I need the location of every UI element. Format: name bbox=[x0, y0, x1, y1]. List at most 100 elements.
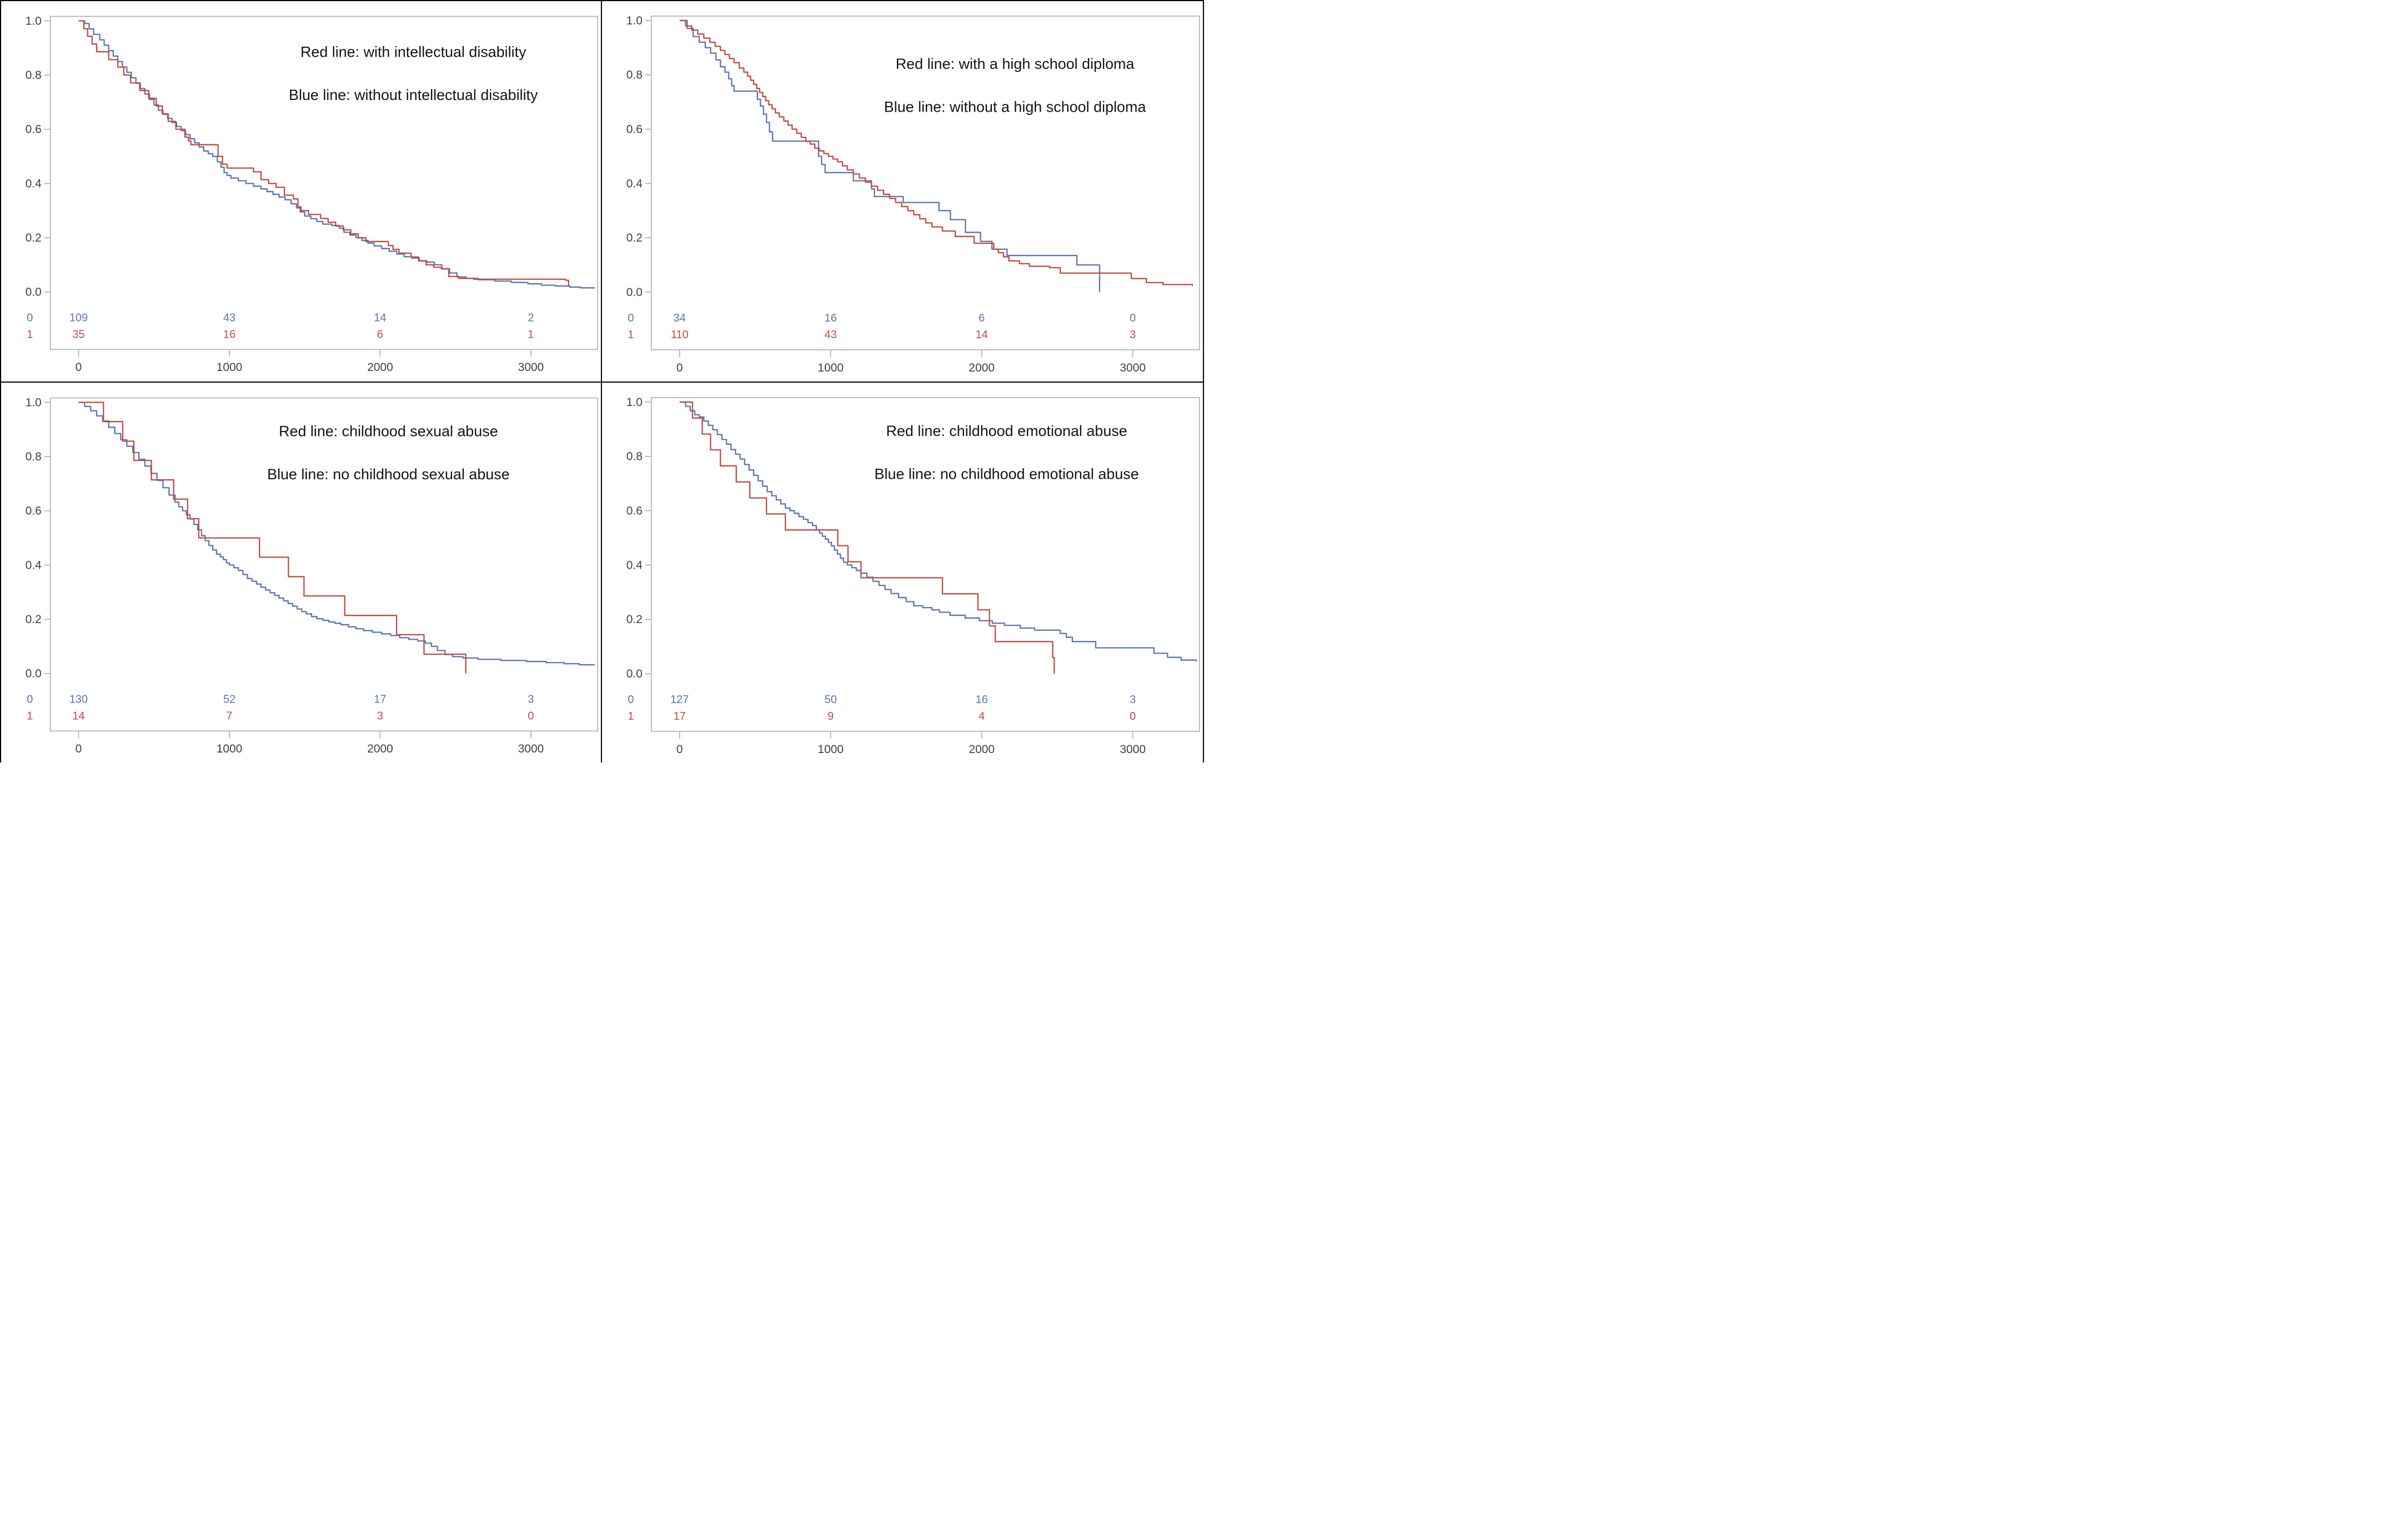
km-curve-red bbox=[78, 402, 466, 674]
y-tick-label: 0.2 bbox=[26, 613, 42, 626]
at-risk-row-label: 1 bbox=[628, 329, 634, 341]
panel-high-school-diploma: Red line: with a high school diploma Blu… bbox=[602, 1, 1203, 383]
y-tick-label: 0.6 bbox=[626, 504, 643, 517]
plot-wall bbox=[651, 397, 1200, 732]
km-curve-red bbox=[679, 401, 1055, 674]
at-risk-row-label: 0 bbox=[27, 312, 33, 324]
y-tick-label: 0.4 bbox=[26, 559, 42, 571]
at-risk-value: 16 bbox=[825, 312, 837, 324]
x-tick-label: 2000 bbox=[367, 743, 393, 755]
plot-wall bbox=[651, 16, 1200, 350]
legend-red-label: Red line: with intellectual disability bbox=[300, 43, 526, 60]
y-tick-label: 0.8 bbox=[626, 450, 643, 463]
at-risk-row-label: 0 bbox=[628, 312, 634, 324]
x-tick-label: 0 bbox=[676, 362, 683, 374]
at-risk-value: 109 bbox=[69, 312, 88, 324]
at-risk-value: 127 bbox=[670, 694, 689, 706]
at-risk-value: 7 bbox=[226, 710, 232, 722]
at-risk-value: 3 bbox=[1130, 694, 1136, 706]
at-risk-value: 17 bbox=[674, 710, 686, 723]
at-risk-row-label: 1 bbox=[27, 710, 33, 722]
legend-red-label: Red line: with a high school diploma bbox=[896, 56, 1135, 72]
km-plot-childhood-emotional-abuse: Red line: childhood emotional abuse Blue… bbox=[626, 396, 1200, 755]
x-tick-label: 2000 bbox=[969, 362, 995, 374]
at-risk-value: 3 bbox=[377, 710, 383, 722]
y-tick-label: 0.6 bbox=[26, 123, 42, 136]
y-tick-label: 0.0 bbox=[26, 667, 42, 680]
at-risk-value: 16 bbox=[976, 694, 988, 706]
legend-red-label: Red line: childhood emotional abuse bbox=[886, 423, 1127, 439]
km-curve-blue bbox=[679, 401, 1197, 661]
y-tick-label: 0.6 bbox=[26, 504, 42, 517]
at-risk-value: 110 bbox=[671, 329, 689, 341]
at-risk-row-label: 1 bbox=[628, 710, 634, 723]
x-tick-label: 1000 bbox=[217, 743, 243, 755]
y-tick-label: 0.4 bbox=[626, 559, 643, 571]
x-tick-label: 3000 bbox=[518, 743, 544, 755]
y-tick-label: 0.8 bbox=[626, 69, 643, 82]
at-risk-value: 14 bbox=[374, 312, 386, 324]
x-tick-label: 0 bbox=[676, 743, 683, 755]
km-curve-blue bbox=[78, 20, 595, 289]
x-tick-label: 3000 bbox=[1120, 362, 1146, 374]
at-risk-value: 0 bbox=[1130, 312, 1136, 324]
y-tick-label: 0.0 bbox=[626, 668, 643, 680]
y-tick-label: 0.4 bbox=[626, 177, 643, 190]
y-tick-label: 0.8 bbox=[26, 69, 42, 82]
at-risk-value: 3 bbox=[528, 693, 534, 705]
legend-blue-label: Blue line: no childhood sexual abuse bbox=[267, 466, 510, 483]
y-tick-label: 0.4 bbox=[26, 177, 42, 190]
y-tick-label: 0.0 bbox=[26, 286, 42, 299]
panel-childhood-emotional-abuse: Red line: childhood emotional abuse Blue… bbox=[602, 382, 1203, 763]
legend-blue-label: Blue line: without a high school diploma bbox=[884, 99, 1146, 116]
at-risk-value: 6 bbox=[979, 312, 985, 324]
y-tick-label: 0.6 bbox=[626, 123, 643, 136]
plot-wall bbox=[49, 397, 598, 731]
at-risk-row-label: 1 bbox=[27, 328, 33, 340]
x-tick-label: 2000 bbox=[969, 743, 995, 755]
km-plot-childhood-sexual-abuse: Red line: childhood sexual abuse Blue li… bbox=[26, 396, 598, 755]
at-risk-value: 6 bbox=[377, 328, 383, 340]
x-tick-label: 2000 bbox=[367, 361, 393, 374]
km-curve-blue bbox=[78, 402, 595, 665]
at-risk-value: 34 bbox=[674, 312, 686, 324]
at-risk-row-label: 0 bbox=[628, 694, 634, 706]
y-tick-label: 1.0 bbox=[626, 396, 643, 409]
km-curve-red bbox=[78, 20, 569, 287]
at-risk-value: 17 bbox=[374, 693, 386, 705]
y-tick-label: 0.0 bbox=[626, 286, 643, 299]
y-tick-label: 0.2 bbox=[26, 232, 42, 244]
at-risk-value: 4 bbox=[979, 710, 985, 723]
y-tick-label: 1.0 bbox=[626, 14, 643, 27]
y-tick-label: 1.0 bbox=[26, 14, 42, 27]
km-figure-grid: Red line: with intellectual disability B… bbox=[0, 0, 1204, 763]
km-plot-intellectual-disability: Red line: with intellectual disability B… bbox=[26, 14, 598, 374]
x-tick-label: 1000 bbox=[217, 361, 243, 374]
at-risk-value: 1 bbox=[528, 328, 534, 340]
km-plot-high-school-diploma: Red line: with a high school diploma Blu… bbox=[626, 14, 1200, 374]
panel-childhood-sexual-abuse: Red line: childhood sexual abuse Blue li… bbox=[1, 382, 602, 763]
y-tick-label: 0.8 bbox=[26, 450, 42, 463]
at-risk-value: 50 bbox=[825, 694, 837, 706]
at-risk-value: 14 bbox=[72, 710, 84, 722]
at-risk-value: 9 bbox=[827, 710, 834, 723]
x-tick-label: 1000 bbox=[817, 362, 844, 374]
legend-red-label: Red line: childhood sexual abuse bbox=[279, 423, 498, 439]
at-risk-value: 0 bbox=[528, 710, 534, 722]
legend-blue-label: Blue line: no childhood emotional abuse bbox=[875, 465, 1139, 482]
at-risk-value: 0 bbox=[1130, 710, 1136, 723]
at-risk-value: 52 bbox=[223, 693, 235, 705]
x-tick-label: 3000 bbox=[1120, 743, 1146, 755]
at-risk-value: 35 bbox=[72, 328, 84, 340]
x-tick-label: 1000 bbox=[817, 743, 844, 755]
x-tick-label: 3000 bbox=[518, 361, 544, 374]
y-tick-label: 0.2 bbox=[626, 613, 643, 626]
at-risk-row-label: 0 bbox=[27, 693, 33, 705]
y-tick-label: 0.2 bbox=[626, 232, 643, 244]
km-curve-blue bbox=[679, 19, 1101, 293]
at-risk-value: 2 bbox=[528, 312, 534, 324]
legend-blue-label: Blue line: without intellectual disabili… bbox=[289, 87, 538, 103]
plot-wall bbox=[49, 16, 598, 350]
km-curve-red bbox=[679, 19, 1193, 287]
at-risk-value: 16 bbox=[223, 328, 235, 340]
